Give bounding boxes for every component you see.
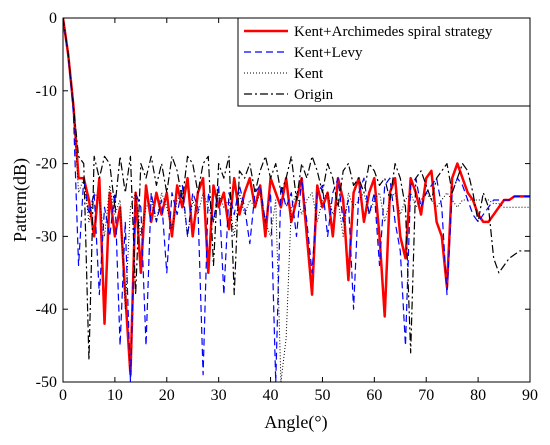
x-tick-label: 90 (522, 387, 538, 404)
x-tick-label: 30 (211, 387, 227, 404)
x-tick-label: 0 (59, 387, 67, 404)
x-tick-label: 60 (366, 387, 382, 404)
legend-label: Origin (294, 87, 334, 103)
x-tick-label: 50 (314, 387, 330, 404)
x-tick-label: 20 (159, 387, 175, 404)
y-tick-label: -50 (36, 374, 57, 391)
series-line (63, 18, 530, 382)
series-line (63, 18, 530, 361)
x-tick-label: 70 (418, 387, 434, 404)
x-axis-label: Angle(°) (264, 412, 327, 433)
x-tick-label: 40 (263, 387, 279, 404)
legend-label: Kent (294, 66, 324, 82)
x-tick-label: 80 (470, 387, 486, 404)
y-tick-label: -20 (36, 156, 57, 173)
y-tick-label: 0 (49, 10, 57, 27)
y-tick-label: -10 (36, 83, 57, 100)
x-tick-label: 10 (107, 387, 123, 404)
legend-label: Kent+Levy (294, 45, 363, 61)
y-tick-label: -30 (36, 228, 57, 245)
y-tick-label: -40 (36, 301, 57, 318)
y-axis-label: Pattern(dB) (10, 158, 31, 242)
legend-box (237, 17, 531, 107)
legend-label: Kent+Archimedes spiral strategy (294, 24, 493, 40)
